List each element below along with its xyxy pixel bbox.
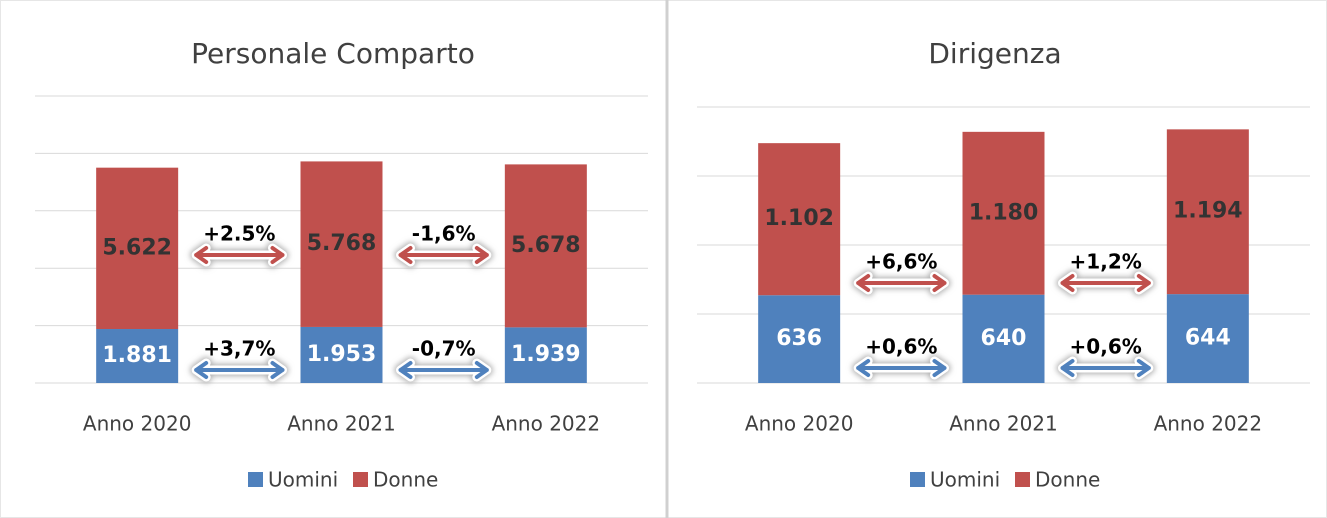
change-label: -1,6% [412,222,476,246]
change-label: +3,7% [203,337,275,361]
data-label: 5.678 [511,233,581,258]
change-arrow [194,246,285,264]
x-tick-label: Anno 2020 [745,412,854,436]
data-label: 1.953 [307,342,377,367]
change-label: +6,6% [865,250,937,274]
change-arrow [1060,359,1151,377]
legend-label: Uomini [930,468,1000,492]
change-label: -0,7% [412,337,476,361]
x-tick-label: Anno 2022 [492,412,601,436]
change-arrow [398,246,489,264]
data-label: 644 [1185,326,1231,351]
data-label: 640 [981,326,1027,351]
change-arrow [398,361,489,379]
legend-swatch [248,472,263,487]
legend-label: Donne [1035,468,1100,492]
change-label: +0,6% [865,335,937,359]
data-label: 5.768 [307,231,377,256]
data-label: 1.102 [764,206,834,231]
change-arrow [856,274,947,292]
chart-title: Personale Comparto [191,37,475,70]
change-arrow [856,359,947,377]
bar-segment [1166,294,1249,383]
bar-segment [758,295,841,383]
data-label: 1.180 [969,200,1039,225]
chart-title: Dirigenza [928,37,1061,70]
data-label: 1.939 [511,342,581,367]
legend-label: Donne [373,468,438,492]
bar-segment [300,161,383,327]
data-label: 1.194 [1173,199,1243,224]
change-arrow [1060,274,1151,292]
x-tick-label: Anno 2021 [949,412,1058,436]
bar-segment [300,326,383,383]
data-label: 1.881 [102,343,172,368]
change-label: +0,6% [1070,335,1142,359]
legend-swatch [910,472,925,487]
bar-segment [962,131,1045,295]
change-label: +2.5% [203,222,275,246]
bar-segment [1166,129,1249,295]
change-arrow [194,361,285,379]
x-tick-label: Anno 2020 [83,412,192,436]
bar-segment [96,329,179,383]
bar-segment [504,164,587,328]
data-label: 5.622 [102,235,172,260]
bar-segment [96,167,179,330]
change-label: +1,2% [1070,250,1142,274]
legend-swatch [353,472,368,487]
x-tick-label: Anno 2022 [1154,412,1263,436]
legend-swatch [1015,472,1030,487]
bar-segment [504,327,587,383]
bar-segment [962,294,1045,383]
bar-segment [758,143,841,296]
data-label: 636 [776,326,822,351]
legend-label: Uomini [268,468,338,492]
x-tick-label: Anno 2021 [287,412,396,436]
